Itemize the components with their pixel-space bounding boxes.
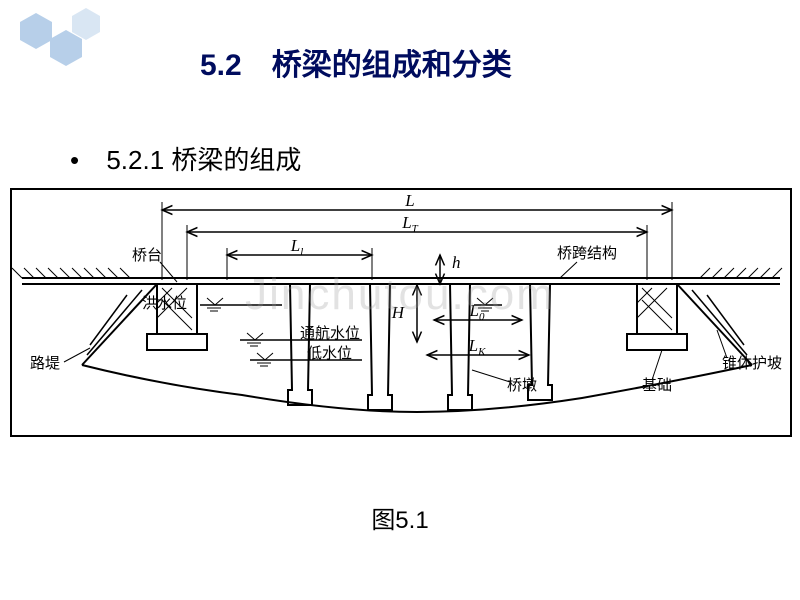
label-zhuiti: 锥体护坡 xyxy=(722,355,782,372)
section-subtitle: • 5.2.1 桥梁的组成 xyxy=(70,140,301,177)
dim-H: H xyxy=(391,303,406,322)
label-tonghang: 通航水位 xyxy=(300,325,360,342)
corner-decoration xyxy=(8,8,128,93)
dim-Ll: Ll xyxy=(290,236,304,258)
dim-h: h xyxy=(452,253,461,272)
dim-LK: LK xyxy=(468,336,486,358)
label-qiaodun: 桥墩 xyxy=(507,377,537,394)
label-dishui: 低水位 xyxy=(307,345,352,362)
dim-LT: LT xyxy=(401,213,418,235)
label-qiaokua: 桥跨结构 xyxy=(557,245,617,262)
label-hongshui: 洪水位 xyxy=(142,295,187,312)
hexagon-cluster-icon xyxy=(8,8,128,88)
bridge-svg: L LT Ll h H xyxy=(12,190,790,435)
subtitle-text: 5.2.1 桥梁的组成 xyxy=(106,145,301,175)
label-jichu: 基础 xyxy=(642,377,672,394)
bullet-icon: • xyxy=(70,145,79,175)
dim-L: L xyxy=(404,191,414,210)
label-qiaotai: 桥台 xyxy=(132,247,162,264)
figure-caption: 图5.1 xyxy=(0,500,800,535)
label-luti: 路堤 xyxy=(30,355,60,372)
bridge-diagram: L LT Ll h H xyxy=(10,188,792,437)
slide-title: 5.2 桥梁的组成和分类 xyxy=(200,40,512,84)
